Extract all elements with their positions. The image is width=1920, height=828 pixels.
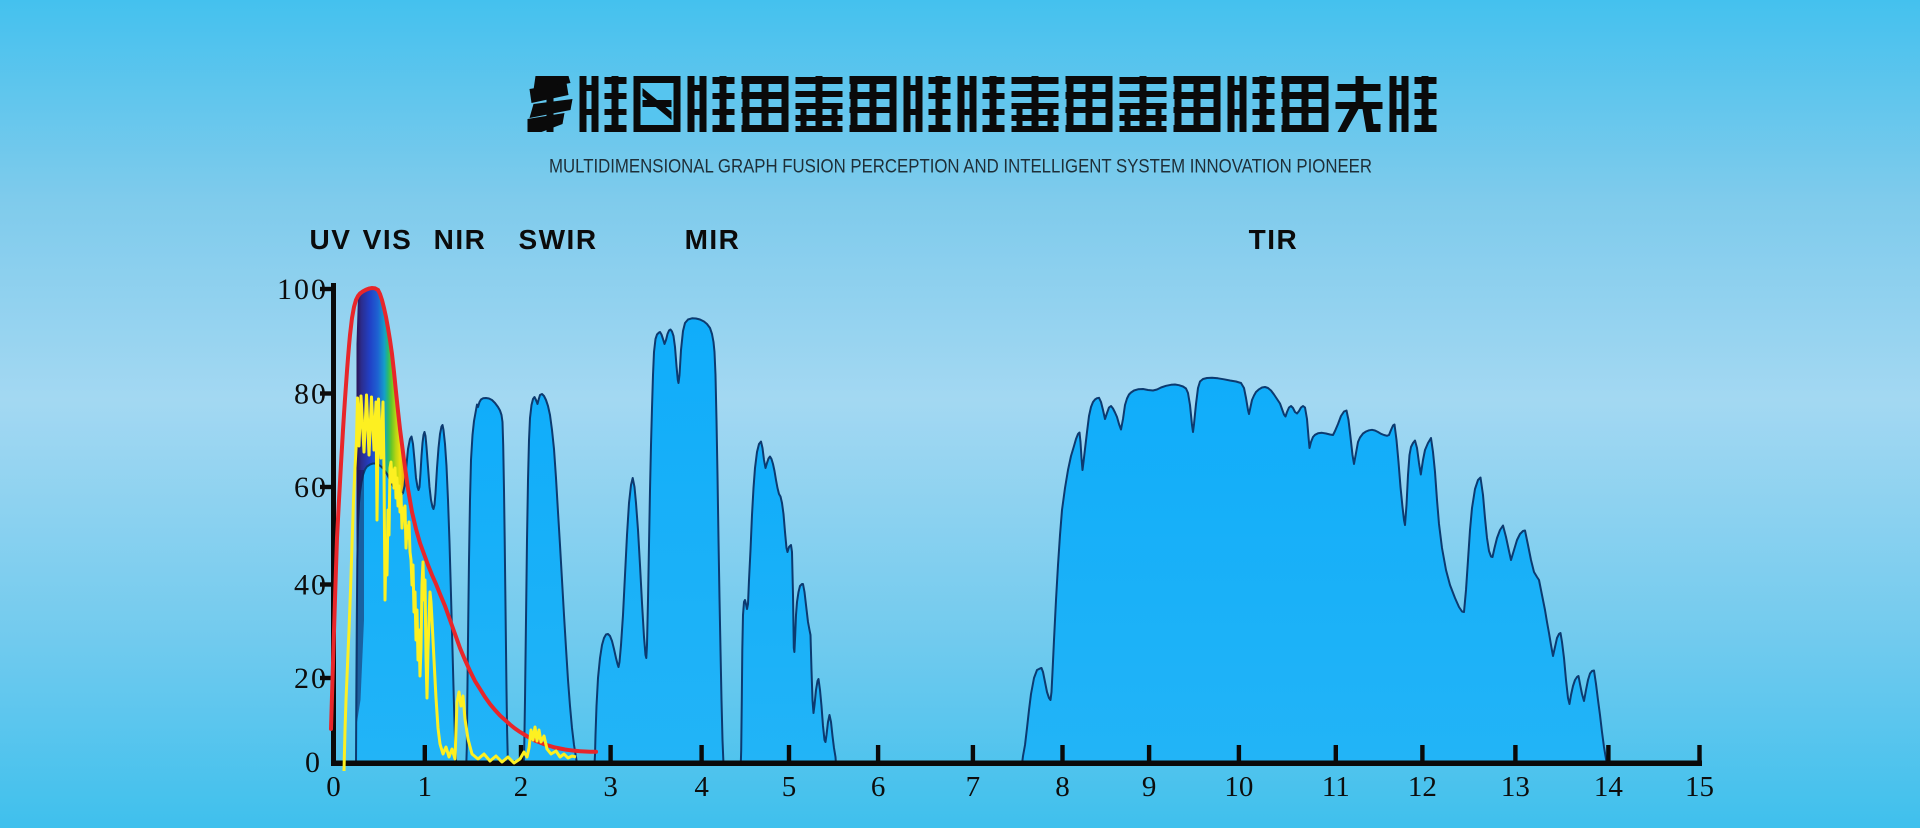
svg-text:10: 10 bbox=[1224, 771, 1253, 803]
svg-text:3: 3 bbox=[603, 771, 618, 803]
svg-text:14: 14 bbox=[1594, 771, 1624, 803]
svg-text:8: 8 bbox=[1055, 771, 1070, 803]
svg-text:15: 15 bbox=[1685, 771, 1714, 803]
svg-text:MIR: MIR bbox=[685, 224, 741, 255]
svg-text:7: 7 bbox=[966, 771, 981, 803]
svg-text:60: 60 bbox=[294, 471, 328, 504]
svg-text:4: 4 bbox=[694, 771, 709, 803]
svg-text:0: 0 bbox=[326, 771, 341, 803]
svg-text:1: 1 bbox=[418, 771, 433, 803]
svg-text:SWIR: SWIR bbox=[518, 224, 597, 255]
svg-text:UV: UV bbox=[310, 224, 352, 255]
svg-text:NIR: NIR bbox=[434, 224, 487, 255]
svg-text:5: 5 bbox=[782, 771, 797, 803]
svg-text:0: 0 bbox=[305, 746, 322, 779]
svg-text:MULTIDIMENSIONAL GRAPH FUSION: MULTIDIMENSIONAL GRAPH FUSION PERCEPTION… bbox=[549, 155, 1372, 176]
svg-text:100: 100 bbox=[277, 273, 328, 306]
svg-text:12: 12 bbox=[1408, 771, 1437, 803]
svg-text:VIS: VIS bbox=[363, 224, 413, 255]
svg-text:2: 2 bbox=[514, 771, 529, 803]
svg-text:9: 9 bbox=[1142, 771, 1157, 803]
svg-text:11: 11 bbox=[1322, 771, 1350, 803]
svg-text:40: 40 bbox=[294, 569, 328, 602]
svg-text:TIR: TIR bbox=[1249, 224, 1299, 255]
svg-text:80: 80 bbox=[294, 378, 328, 411]
svg-text:20: 20 bbox=[294, 662, 328, 695]
svg-text:6: 6 bbox=[871, 771, 886, 803]
svg-text:13: 13 bbox=[1501, 771, 1530, 803]
